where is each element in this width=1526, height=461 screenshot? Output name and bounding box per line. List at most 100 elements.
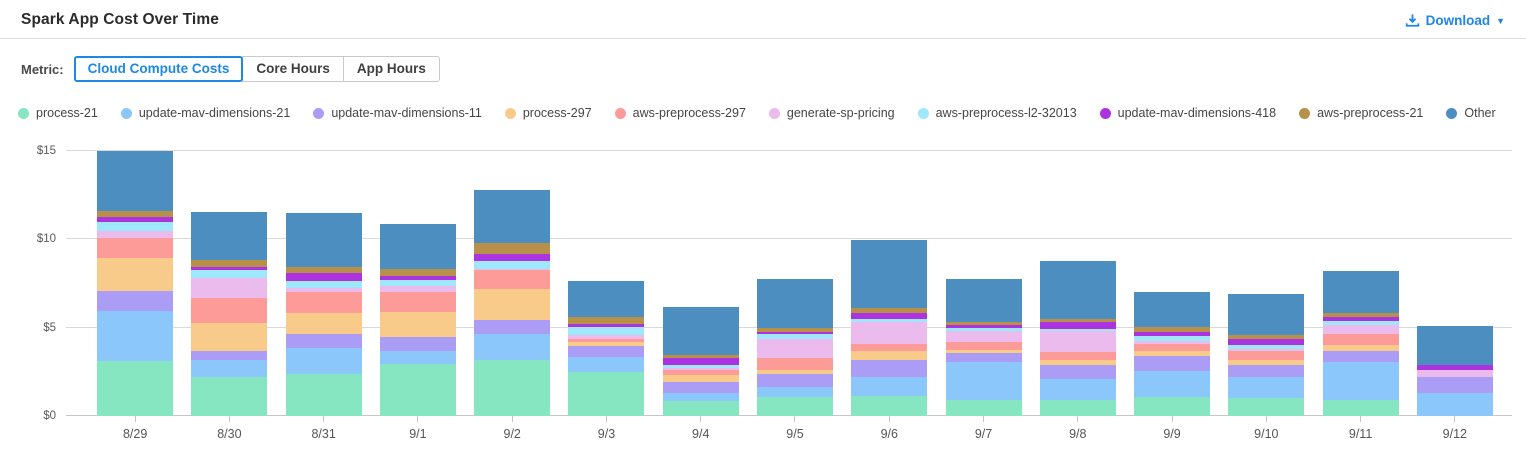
bar-segment-aws-preprocess-297[interactable] [1322, 334, 1399, 345]
metric-option-app-hours[interactable]: App Hours [342, 56, 440, 82]
bar-9/10[interactable] [1219, 151, 1313, 416]
bar-segment-update-mav-dimensions-21[interactable] [474, 333, 551, 360]
bar-segment-generate-sp-pricing[interactable] [945, 331, 1022, 343]
bar-segment-update-mav-dimensions-21[interactable] [945, 361, 1022, 401]
bar-segment-update-mav-dimensions-418[interactable] [1322, 317, 1399, 321]
bar-segment-aws-preprocess-l2-32013[interactable] [97, 221, 174, 232]
bar-segment-aws-preprocess-l2-32013[interactable] [756, 334, 833, 339]
metric-option-cloud-compute-costs[interactable]: Cloud Compute Costs [73, 56, 244, 82]
bar-segment-aws-preprocess-297[interactable] [756, 358, 833, 370]
bar-segment-update-mav-dimensions-11[interactable] [568, 345, 645, 358]
bar-segment-aws-preprocess-21[interactable] [191, 259, 268, 268]
bar-segment-aws-preprocess-297[interactable] [191, 297, 268, 324]
bar-segment-update-mav-dimensions-418[interactable] [851, 313, 928, 319]
bar-segment-process-297[interactable] [474, 289, 551, 321]
bar-segment-update-mav-dimensions-11[interactable] [851, 359, 928, 378]
bar-segment-aws-preprocess-l2-32013[interactable] [851, 318, 928, 323]
bar-segment-update-mav-dimensions-11[interactable] [1416, 377, 1493, 393]
bar-segment-other[interactable] [1228, 294, 1305, 335]
bar-segment-process-21[interactable] [1322, 400, 1399, 416]
bar-segment-update-mav-dimensions-418[interactable] [1416, 364, 1493, 370]
bar-segment-process-297[interactable] [379, 312, 456, 338]
bar-segment-update-mav-dimensions-21[interactable] [662, 392, 739, 401]
bar-segment-aws-preprocess-21[interactable] [474, 243, 551, 254]
bar-segment-aws-preprocess-297[interactable] [1039, 351, 1116, 360]
bar-8/29[interactable] [88, 151, 182, 416]
bar-segment-aws-preprocess-21[interactable] [379, 269, 456, 276]
bar-segment-other[interactable] [1039, 260, 1116, 319]
bar-segment-generate-sp-pricing[interactable] [662, 367, 739, 371]
bar-segment-update-mav-dimensions-11[interactable] [285, 333, 362, 348]
bar-segment-aws-preprocess-21[interactable] [568, 316, 645, 325]
bar-segment-process-21[interactable] [379, 363, 456, 416]
bar-segment-aws-preprocess-21[interactable] [1228, 334, 1305, 340]
bar-8/31[interactable] [277, 151, 371, 416]
bar-segment-generate-sp-pricing[interactable] [1416, 369, 1493, 378]
legend-item-process-297[interactable]: process-297 [504, 106, 592, 120]
bar-segment-aws-preprocess-l2-32013[interactable] [1039, 329, 1116, 332]
bar-segment-aws-preprocess-21[interactable] [945, 322, 1022, 326]
bar-segment-aws-preprocess-l2-32013[interactable] [1228, 345, 1305, 350]
bar-segment-process-21[interactable] [945, 400, 1022, 416]
bar-segment-other[interactable] [379, 223, 456, 270]
bar-segment-process-297[interactable] [1228, 359, 1305, 365]
bar-segment-update-mav-dimensions-21[interactable] [191, 360, 268, 378]
bar-segment-process-21[interactable] [97, 361, 174, 416]
bar-9/8[interactable] [1031, 151, 1125, 416]
bar-segment-aws-preprocess-297[interactable] [97, 238, 174, 258]
bar-segment-generate-sp-pricing[interactable] [568, 334, 645, 339]
legend-item-aws-preprocess-297[interactable]: aws-preprocess-297 [614, 106, 746, 120]
bar-segment-process-21[interactable] [568, 371, 645, 416]
bar-segment-other[interactable] [568, 280, 645, 317]
bar-segment-process-21[interactable] [1134, 397, 1211, 416]
legend-item-aws-preprocess-l2-32013[interactable]: aws-preprocess-l2-32013 [917, 106, 1077, 120]
bar-segment-update-mav-dimensions-418[interactable] [285, 272, 362, 281]
bar-segment-generate-sp-pricing[interactable] [851, 322, 928, 344]
bar-segment-update-mav-dimensions-418[interactable] [1039, 322, 1116, 330]
bar-segment-aws-preprocess-21[interactable] [97, 211, 174, 218]
bar-segment-process-297[interactable] [851, 351, 928, 360]
bar-segment-aws-preprocess-297[interactable] [568, 338, 645, 343]
legend-item-update-mav-dimensions-21[interactable]: update-mav-dimensions-21 [120, 106, 290, 120]
bar-segment-process-21[interactable] [191, 377, 268, 416]
bar-segment-process-21[interactable] [851, 396, 928, 416]
bar-9/1[interactable] [371, 151, 465, 416]
bar-segment-other[interactable] [851, 240, 928, 309]
bar-9/9[interactable] [1125, 151, 1219, 416]
bar-segment-other[interactable] [191, 212, 268, 260]
bar-segment-other[interactable] [1416, 326, 1493, 365]
bar-segment-aws-preprocess-21[interactable] [662, 354, 739, 358]
legend-item-generate-sp-pricing[interactable]: generate-sp-pricing [768, 106, 895, 120]
bar-segment-aws-preprocess-297[interactable] [1228, 351, 1305, 360]
bar-segment-aws-preprocess-21[interactable] [1039, 318, 1116, 323]
bar-segment-aws-preprocess-l2-32013[interactable] [285, 280, 362, 289]
bar-segment-other[interactable] [285, 212, 362, 267]
bar-9/7[interactable] [936, 151, 1030, 416]
metric-option-core-hours[interactable]: Core Hours [242, 56, 344, 82]
bar-segment-update-mav-dimensions-418[interactable] [191, 267, 268, 271]
bar-segment-update-mav-dimensions-21[interactable] [97, 310, 174, 362]
bar-segment-update-mav-dimensions-11[interactable] [1134, 355, 1211, 372]
legend-item-process-21[interactable]: process-21 [18, 106, 98, 120]
bar-segment-aws-preprocess-297[interactable] [474, 270, 551, 290]
bar-segment-update-mav-dimensions-418[interactable] [945, 325, 1022, 329]
bar-9/3[interactable] [559, 151, 653, 416]
bar-8/30[interactable] [182, 151, 276, 416]
bar-segment-aws-preprocess-297[interactable] [285, 292, 362, 313]
bar-segment-update-mav-dimensions-418[interactable] [568, 324, 645, 327]
bar-segment-update-mav-dimensions-21[interactable] [285, 348, 362, 374]
bar-segment-generate-sp-pricing[interactable] [1228, 349, 1305, 352]
bar-segment-aws-preprocess-297[interactable] [662, 370, 739, 376]
bar-segment-update-mav-dimensions-21[interactable] [1039, 379, 1116, 401]
bar-segment-aws-preprocess-l2-32013[interactable] [1322, 320, 1399, 325]
bar-segment-other[interactable] [97, 151, 174, 212]
download-button[interactable]: Download ▼ [1405, 13, 1505, 28]
bar-segment-update-mav-dimensions-21[interactable] [1228, 377, 1305, 398]
bar-segment-process-21[interactable] [1039, 400, 1116, 416]
bar-segment-update-mav-dimensions-21[interactable] [851, 377, 928, 397]
bar-segment-process-21[interactable] [474, 359, 551, 416]
bar-segment-process-297[interactable] [945, 349, 1022, 354]
bar-segment-aws-preprocess-297[interactable] [945, 342, 1022, 350]
bar-segment-process-21[interactable] [756, 396, 833, 416]
bar-segment-update-mav-dimensions-11[interactable] [474, 320, 551, 334]
